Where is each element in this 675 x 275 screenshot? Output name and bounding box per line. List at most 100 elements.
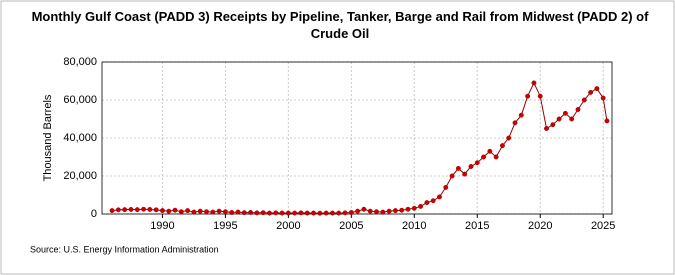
y-axis-label: Thousand Barrels (42, 94, 54, 181)
x-tick-label: 2015 (465, 220, 489, 232)
y-tick-label: 20,000 (63, 170, 97, 182)
data-point (367, 208, 373, 214)
data-point (374, 209, 379, 215)
data-point (449, 173, 455, 179)
data-point (556, 116, 562, 122)
data-point (588, 89, 594, 95)
data-point (311, 210, 317, 216)
x-tick-label: 2005 (339, 220, 363, 232)
data-point (222, 209, 228, 215)
data-point (235, 209, 241, 215)
chart-title: Monthly Gulf Coast (PADD 3) Receipts by … (31, 9, 649, 41)
x-tick-label: 2020 (528, 220, 552, 232)
data-point (254, 210, 260, 216)
data-point (191, 209, 197, 215)
data-point (336, 210, 342, 216)
data-point (518, 112, 524, 118)
data-point (411, 205, 417, 211)
series-line (112, 81, 608, 214)
data-point (418, 203, 424, 209)
data-point (581, 97, 587, 103)
data-point (279, 210, 285, 216)
data-point (562, 110, 568, 116)
data-point (210, 209, 216, 215)
data-point (197, 208, 203, 214)
data-point (399, 207, 405, 213)
data-point (506, 135, 512, 141)
data-point (185, 208, 191, 214)
data-point (153, 207, 159, 213)
data-point (166, 208, 172, 214)
data-point (141, 206, 147, 212)
data-point (537, 93, 543, 99)
data-point (430, 198, 436, 204)
data-point (355, 208, 361, 214)
data-point (128, 206, 134, 212)
data-point (134, 207, 140, 213)
data-point (260, 210, 266, 216)
data-point (481, 154, 487, 160)
data-point (216, 208, 222, 214)
data-point (172, 207, 178, 213)
data-point (487, 148, 493, 154)
data-point (405, 206, 411, 212)
data-point (229, 210, 235, 215)
data-point (159, 208, 165, 214)
data-point (437, 194, 442, 200)
y-tick-label: 80,000 (63, 56, 97, 68)
data-point (273, 210, 279, 216)
y-tick-label: 0 (91, 208, 97, 220)
y-tick-label: 40,000 (63, 132, 97, 144)
data-point (392, 208, 398, 214)
data-point (342, 210, 348, 216)
data-point (348, 210, 354, 215)
data-point (512, 120, 518, 126)
data-point (600, 95, 606, 101)
data-point (361, 206, 367, 212)
data-point (248, 210, 254, 215)
data-point (292, 210, 298, 216)
y-tick-label: 60,000 (63, 94, 97, 106)
data-point (544, 126, 549, 131)
data-point (204, 209, 209, 215)
data-point (468, 164, 474, 169)
data-point (147, 206, 153, 212)
x-tick-label: 1990 (150, 220, 174, 232)
data-point (386, 208, 392, 214)
data-point (525, 93, 531, 99)
x-tick-label: 2010 (402, 220, 426, 232)
data-point (241, 210, 247, 216)
data-point (329, 210, 335, 216)
data-point (493, 154, 499, 160)
data-point (499, 143, 505, 149)
x-tick-label: 2025 (591, 220, 615, 232)
data-point (380, 209, 386, 215)
data-point (443, 184, 449, 190)
data-point (594, 86, 600, 92)
data-point (569, 116, 575, 122)
data-point (604, 118, 610, 124)
data-point (267, 210, 272, 216)
data-point (304, 210, 310, 216)
x-tick-label: 2000 (276, 220, 300, 232)
data-point (531, 80, 537, 86)
data-point (474, 160, 480, 166)
data-point (109, 208, 115, 214)
data-point (455, 165, 461, 171)
data-point (575, 107, 581, 112)
data-point (550, 122, 556, 128)
plot-border (101, 61, 613, 215)
x-tick-label: 1995 (213, 220, 237, 232)
data-point (462, 171, 468, 177)
data-point (424, 200, 430, 206)
source: Source: U.S. Energy Information Administ… (30, 244, 219, 254)
data-point (285, 210, 291, 216)
data-point (317, 210, 323, 216)
data-point (115, 207, 121, 213)
data-point (323, 210, 329, 216)
data-point (298, 210, 304, 216)
data-point (178, 209, 184, 215)
